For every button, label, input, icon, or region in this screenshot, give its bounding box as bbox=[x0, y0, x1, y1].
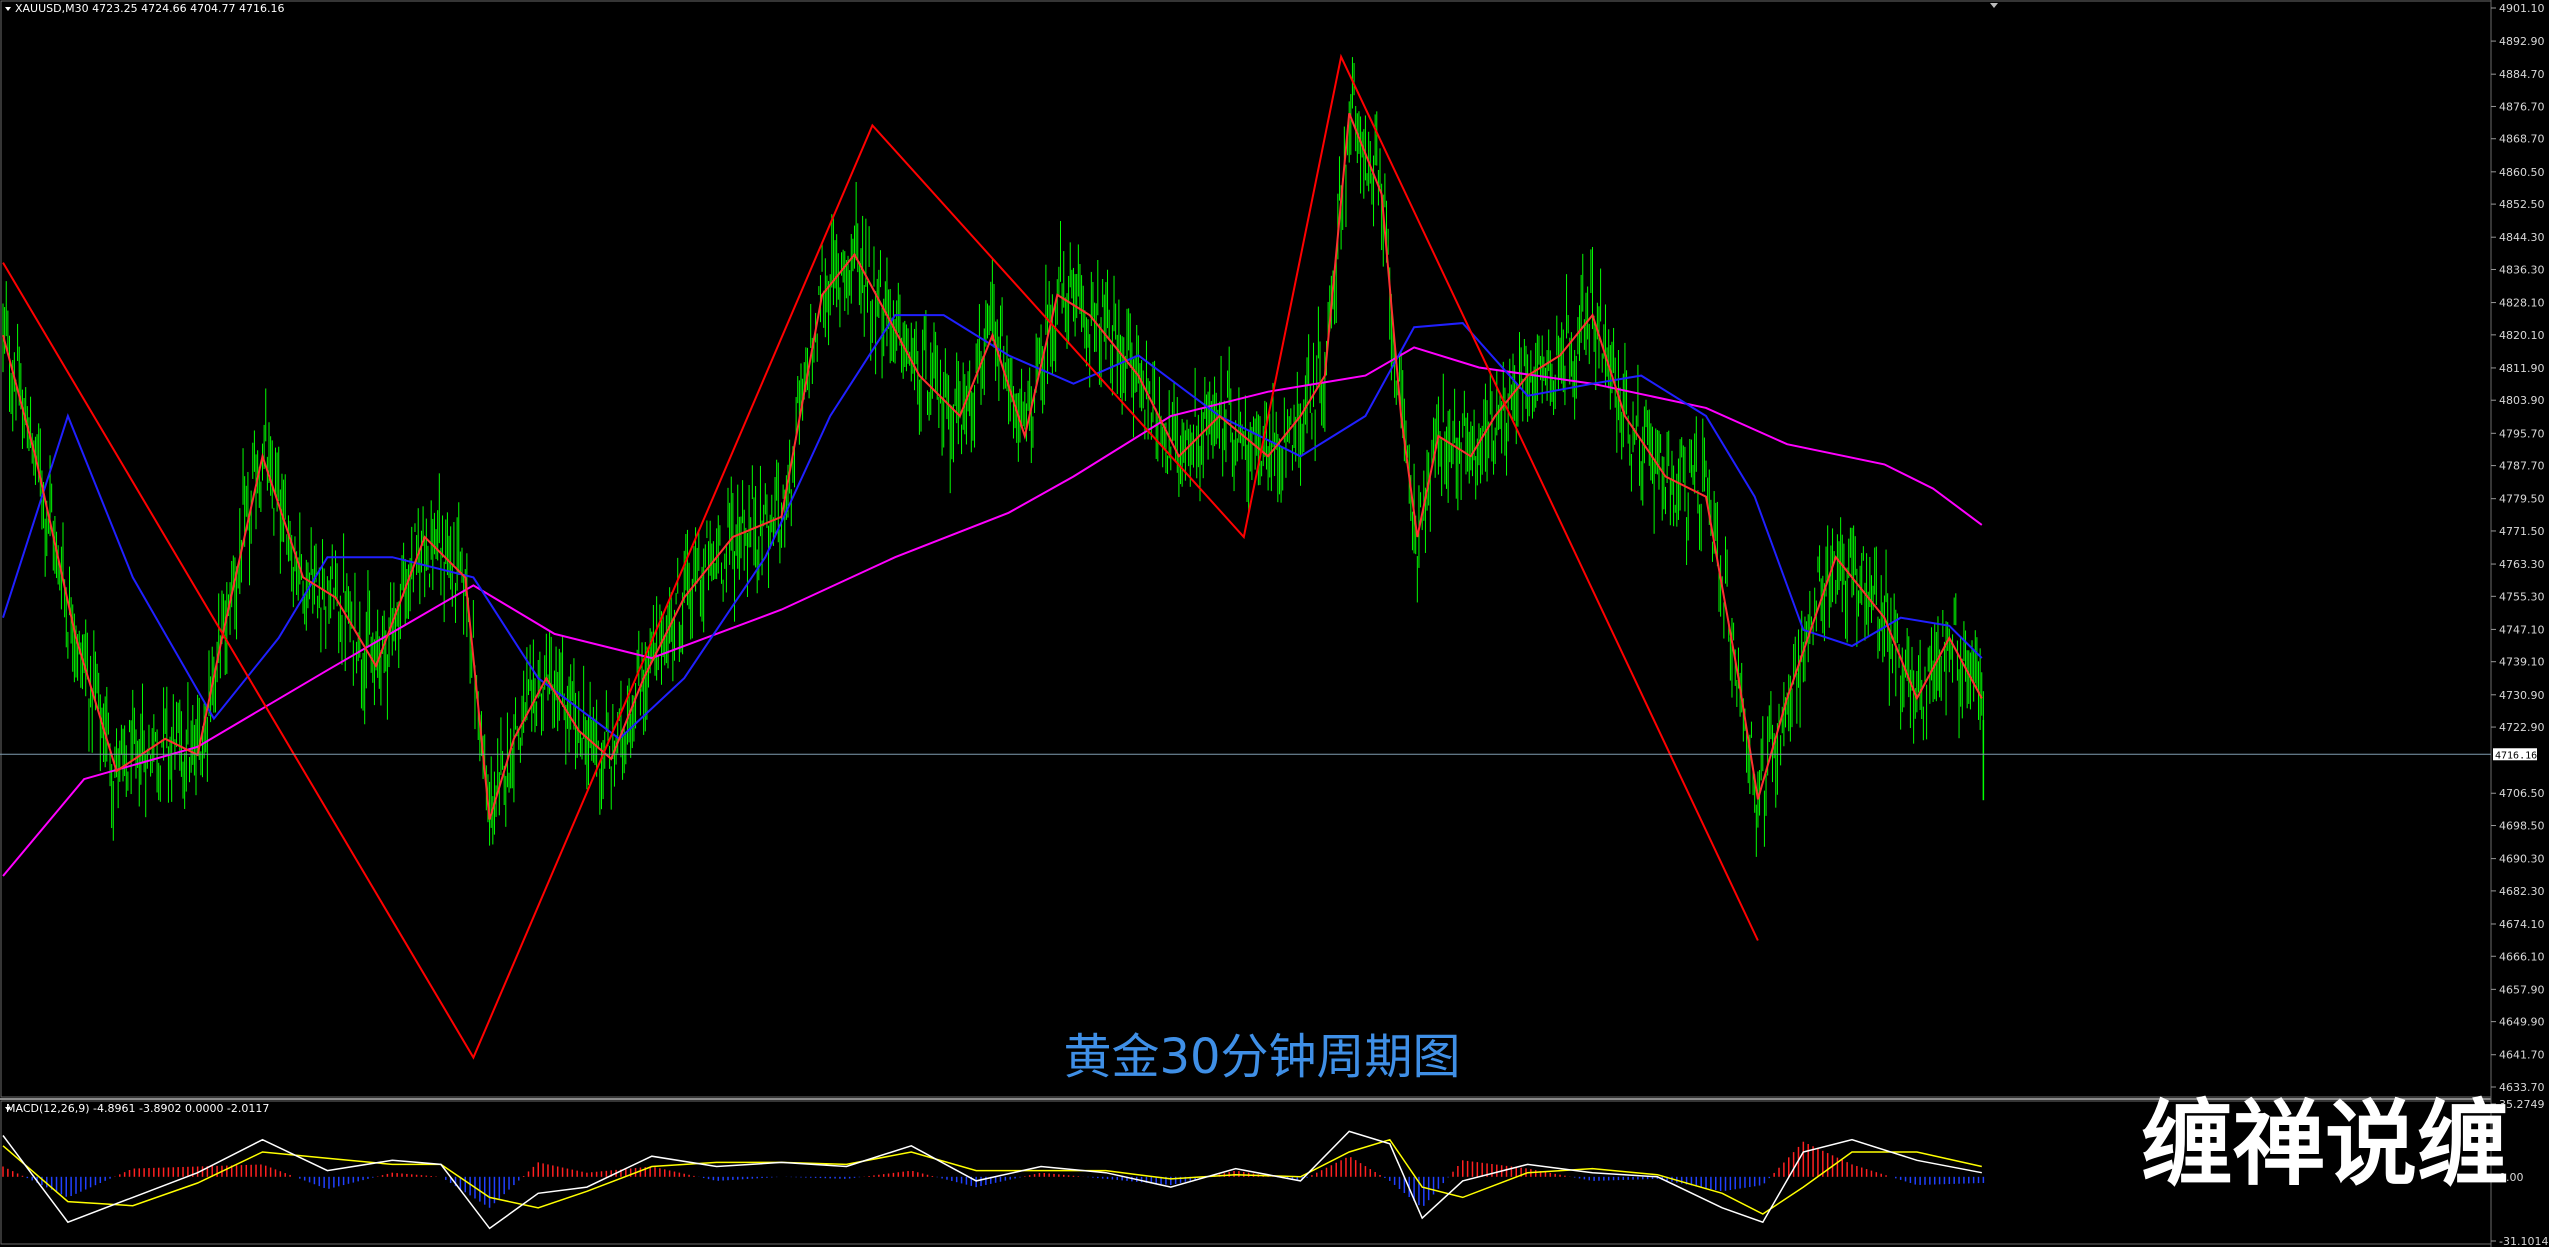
price-tick-label: 4771.50 bbox=[2499, 525, 2545, 538]
price-tick-label: 4641.70 bbox=[2499, 1049, 2545, 1062]
price-tick-label: 4779.50 bbox=[2499, 493, 2545, 506]
ma-mid-line bbox=[2, 314, 1983, 741]
price-tick-label: 4730.90 bbox=[2499, 689, 2545, 702]
price-tick-label: 4666.10 bbox=[2499, 950, 2545, 963]
price-tick-label: 4787.70 bbox=[2499, 460, 2545, 473]
price-tick-label: 4795.70 bbox=[2499, 427, 2545, 440]
main-header: XAUUSD,M30 4723.25 4724.66 4704.77 4716.… bbox=[15, 2, 285, 15]
price-tick-label: 4682.30 bbox=[2499, 885, 2545, 898]
price-tick-label: 4811.90 bbox=[2499, 362, 2545, 375]
chart-caption: 黄金30分钟周期图 bbox=[1063, 1029, 1460, 1085]
price-tick-label: 4755.30 bbox=[2499, 590, 2545, 603]
macd-main-line bbox=[2, 1130, 1982, 1230]
price-tick-label: 4868.70 bbox=[2499, 133, 2545, 146]
price-tick-label: 4844.30 bbox=[2499, 231, 2545, 244]
price-tick-label: 4706.50 bbox=[2499, 787, 2545, 800]
chart-shift-marker-icon[interactable] bbox=[1990, 3, 1998, 8]
price-tick-label: 4836.30 bbox=[2499, 263, 2545, 276]
price-tick-label: 4901.10 bbox=[2499, 2, 2545, 15]
price-axis: 4901.10 4892.90 4884.70 4876.70 4868.70 4860.… bbox=[2491, 2, 2545, 1094]
watermark-text: 缠禅说缠 bbox=[2141, 1091, 2509, 1198]
price-tick-label: 4892.90 bbox=[2499, 35, 2545, 48]
price-tick-label: 4633.70 bbox=[2499, 1081, 2545, 1094]
price-tick-label: 4820.10 bbox=[2499, 329, 2545, 342]
price-tick-label: 4674.10 bbox=[2499, 918, 2545, 931]
price-tick-label: 4763.30 bbox=[2499, 558, 2545, 571]
price-tick-label: 4852.50 bbox=[2499, 198, 2545, 211]
zigzag-line bbox=[2, 53, 1759, 1060]
price-tick-label: 4698.50 bbox=[2499, 820, 2545, 833]
price-tick-label: 4657.90 bbox=[2499, 983, 2545, 996]
ma-slow-line bbox=[2, 346, 1983, 877]
price-tick-label: 4747.10 bbox=[2499, 623, 2545, 636]
price-tick-label: 4649.90 bbox=[2499, 1016, 2545, 1029]
macd-axis: 35.2749 0.00 -31.1014 bbox=[2491, 1098, 2548, 1247]
macd-header: MACD(12,26,9) -4.8961 -3.8902 0.0000 -2.… bbox=[6, 1102, 269, 1115]
current-price-label: 4716.16 bbox=[2495, 750, 2537, 761]
current-price-badge: 4716.16 bbox=[2493, 748, 2537, 761]
price-tick-label: 4860.50 bbox=[2499, 166, 2545, 179]
collapse-triangle-icon[interactable] bbox=[5, 1107, 11, 1111]
macd-signal-line bbox=[2, 1138, 1982, 1215]
price-tick-label: 4739.10 bbox=[2499, 656, 2545, 669]
macd-tick-label: -31.1014 bbox=[2499, 1235, 2548, 1247]
price-tick-label: 4876.70 bbox=[2499, 100, 2545, 113]
price-tick-label: 4828.10 bbox=[2499, 297, 2545, 310]
collapse-triangle-icon[interactable] bbox=[5, 7, 11, 11]
ma-fast-line bbox=[2, 112, 1983, 820]
price-tick-label: 4803.90 bbox=[2499, 394, 2545, 407]
macd-tick-label: 35.2749 bbox=[2499, 1098, 2545, 1111]
price-tick-label: 4722.90 bbox=[2499, 721, 2545, 734]
macd-tick-label: 0.00 bbox=[2499, 1171, 2524, 1184]
price-tick-label: 4884.70 bbox=[2499, 68, 2545, 81]
price-tick-label: 4690.30 bbox=[2499, 853, 2545, 866]
